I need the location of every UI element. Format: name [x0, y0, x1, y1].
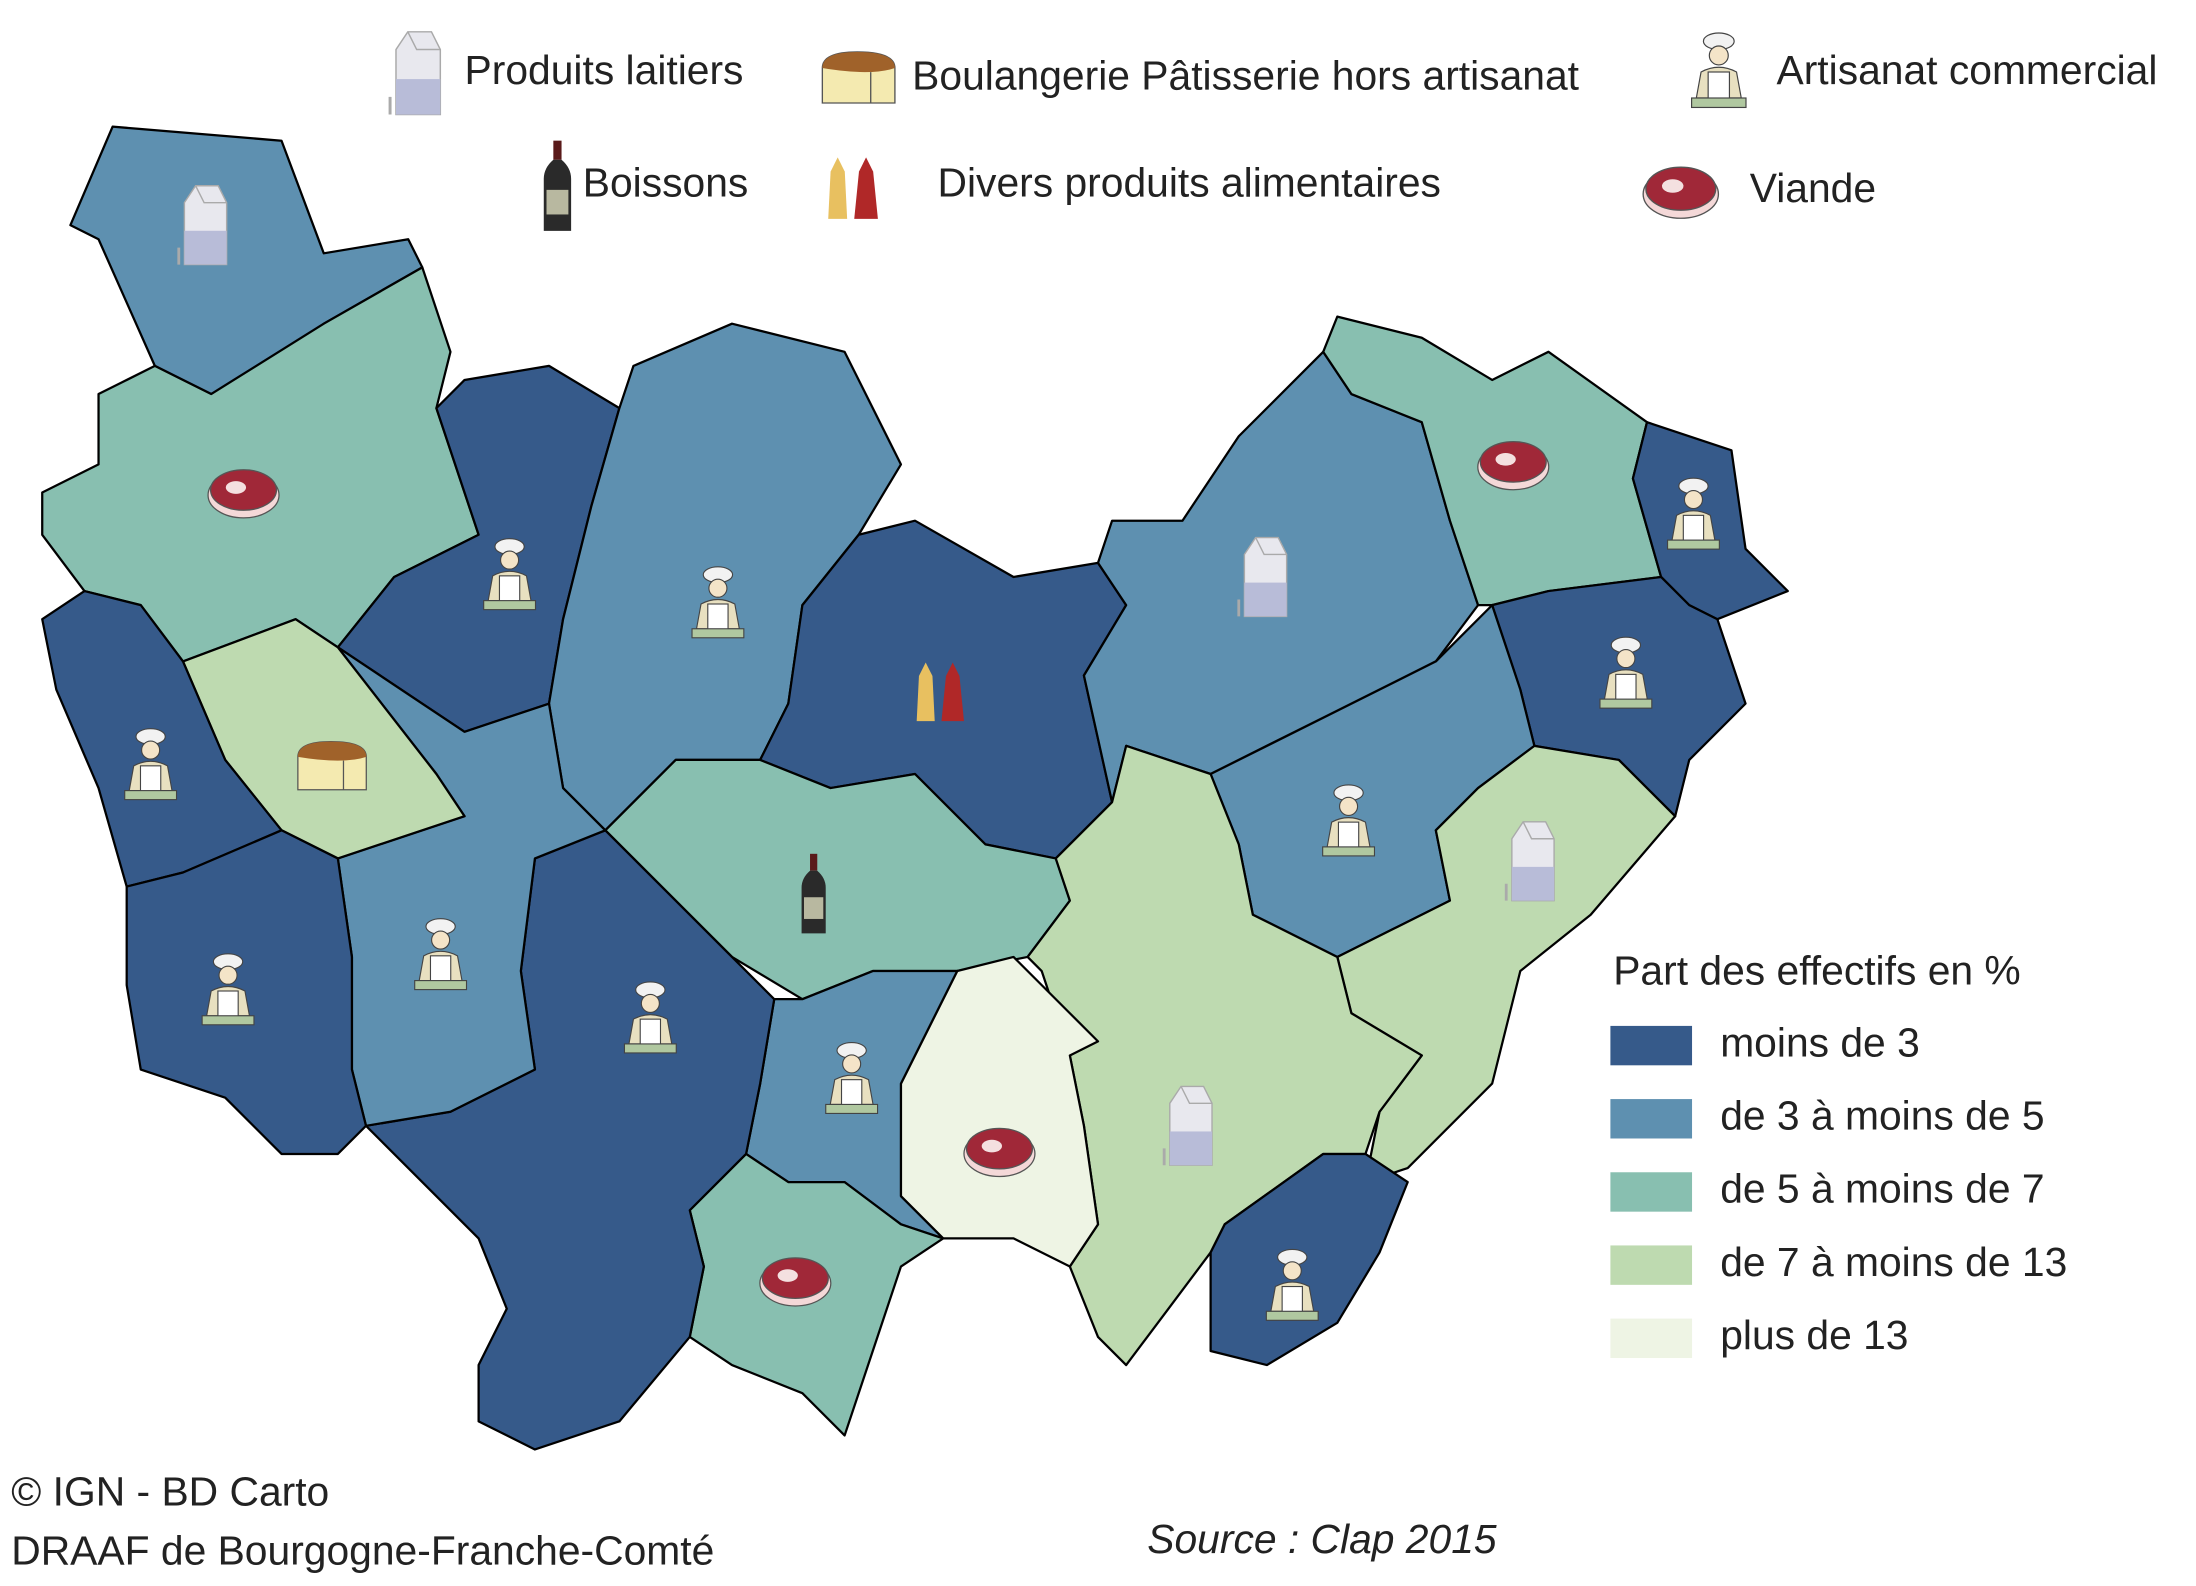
- legend-label: Boissons: [583, 160, 749, 206]
- region: [125, 829, 368, 1156]
- region-icon: [1477, 440, 1550, 491]
- legend-label: de 7 à moins de 13: [1720, 1239, 2067, 1285]
- region-icon: [207, 469, 280, 519]
- regions: [41, 125, 1789, 1451]
- legend-label: moins de 3: [1720, 1019, 1920, 1065]
- legend-icon: [1642, 166, 1720, 219]
- legend-label: Divers produits alimentaires: [938, 160, 1441, 206]
- region-icon: [759, 1257, 832, 1307]
- region-icon: [297, 740, 367, 791]
- legend-label: de 3 à moins de 5: [1720, 1093, 2044, 1139]
- legend-swatch: [1610, 1099, 1693, 1139]
- source: Source : Clap 2015: [1147, 1516, 1497, 1562]
- legend-icon: [828, 157, 878, 219]
- legend-swatch: [1610, 1172, 1693, 1212]
- legend-label: Viande: [1750, 165, 1876, 211]
- legend-label: Boulangerie Pâtisserie hors artisanat: [912, 53, 1579, 99]
- legend-swatch: [1610, 1025, 1693, 1066]
- legend-title: Part des effectifs en %: [1613, 948, 2020, 994]
- legend-icon: [821, 51, 896, 104]
- legend: Produits laitiers Boulangerie Pâtisserie …: [388, 30, 2158, 1359]
- legend-swatch: [1610, 1318, 1693, 1359]
- legend-label: plus de 13: [1720, 1312, 1908, 1358]
- region-icon: [963, 1127, 1036, 1178]
- credit: DRAAF de Bourgogne-Franche-Comté: [11, 1527, 714, 1573]
- region: [1209, 1152, 1409, 1367]
- legend-swatch: [1610, 1245, 1693, 1285]
- credit: © IGN - BD Carto: [11, 1468, 329, 1514]
- legend-label: Artisanat commercial: [1777, 47, 2158, 93]
- legend-icon: [1690, 32, 1747, 109]
- legend-label: de 5 à moins de 7: [1720, 1166, 2044, 1212]
- legend-icon: [543, 140, 572, 231]
- legend-label: Produits laitiers: [465, 47, 744, 93]
- legend-icon: [388, 30, 442, 117]
